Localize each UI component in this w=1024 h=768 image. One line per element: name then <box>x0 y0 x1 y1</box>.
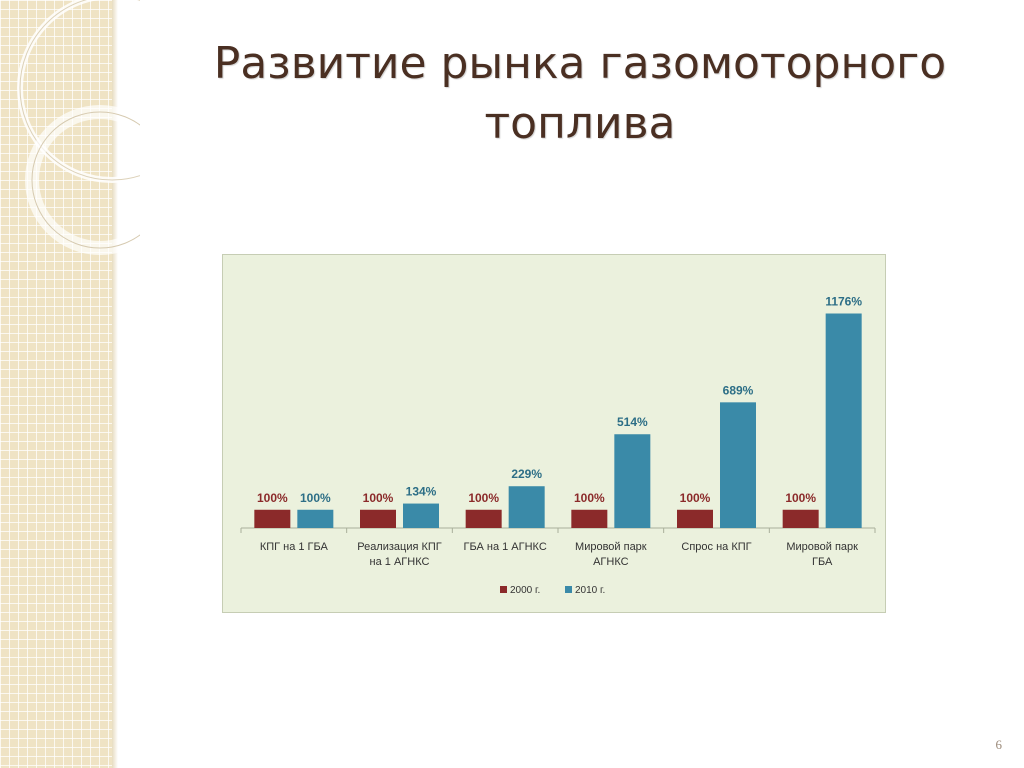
bar-chart: 100% 100% КПГ на 1 ГБА 100% 134% Реализация К… <box>240 294 876 596</box>
data-label: 100% <box>574 491 605 505</box>
bar-2000 <box>571 509 608 528</box>
category-label: КПГ на 1 ГБА <box>260 541 329 553</box>
category-label: АГНКС <box>593 556 629 568</box>
legend-label: 2010 г. <box>575 585 605 596</box>
data-label: 689% <box>723 383 754 397</box>
category-label: Мировой парк <box>786 541 858 553</box>
data-label: 100% <box>257 491 288 505</box>
slide-title-line-2: топлива <box>484 98 676 149</box>
slide-title-line-1: Развитие рынка газомоторного <box>213 38 947 89</box>
slide-title: Развитие рынка газомоторного топлива <box>150 34 1010 154</box>
category-label: Реализация КПГ <box>357 541 442 553</box>
data-label: 514% <box>617 415 648 429</box>
bar-2010 <box>720 402 756 528</box>
bar-2010 <box>297 509 334 528</box>
data-label: 229% <box>511 467 542 481</box>
chart-panel: 100% 100% КПГ на 1 ГБА 100% 134% Реализация К… <box>222 254 886 613</box>
data-label: 100% <box>363 491 394 505</box>
bar-2010 <box>825 313 862 528</box>
category-label: Мировой парк <box>575 541 647 553</box>
category-label: ГБА <box>812 556 833 568</box>
bar-2000 <box>254 509 291 528</box>
data-label: 100% <box>785 491 816 505</box>
page-number: 6 <box>995 737 1003 752</box>
data-label: 100% <box>300 491 331 505</box>
legend-label: 2000 г. <box>510 585 540 596</box>
band-edge <box>112 0 118 768</box>
bar-2010 <box>403 503 439 528</box>
bar-2010 <box>508 486 545 528</box>
category-label: Спрос на КПГ <box>681 541 751 553</box>
bar-2000 <box>677 509 713 528</box>
bar-2000 <box>360 509 396 528</box>
category-label: ГБА на 1 АГНКС <box>464 541 547 553</box>
legend-swatch-2010 <box>565 586 572 593</box>
category-label: на 1 АГНКС <box>370 556 430 568</box>
bar-2010 <box>614 434 651 528</box>
bar-2000 <box>782 509 819 528</box>
data-label: 100% <box>468 491 499 505</box>
data-label: 134% <box>406 485 437 499</box>
data-label: 1176% <box>825 294 862 308</box>
bar-2000 <box>465 509 502 528</box>
legend-swatch-2000 <box>500 586 507 593</box>
data-label: 100% <box>680 491 711 505</box>
decorative-rings <box>17 0 140 255</box>
